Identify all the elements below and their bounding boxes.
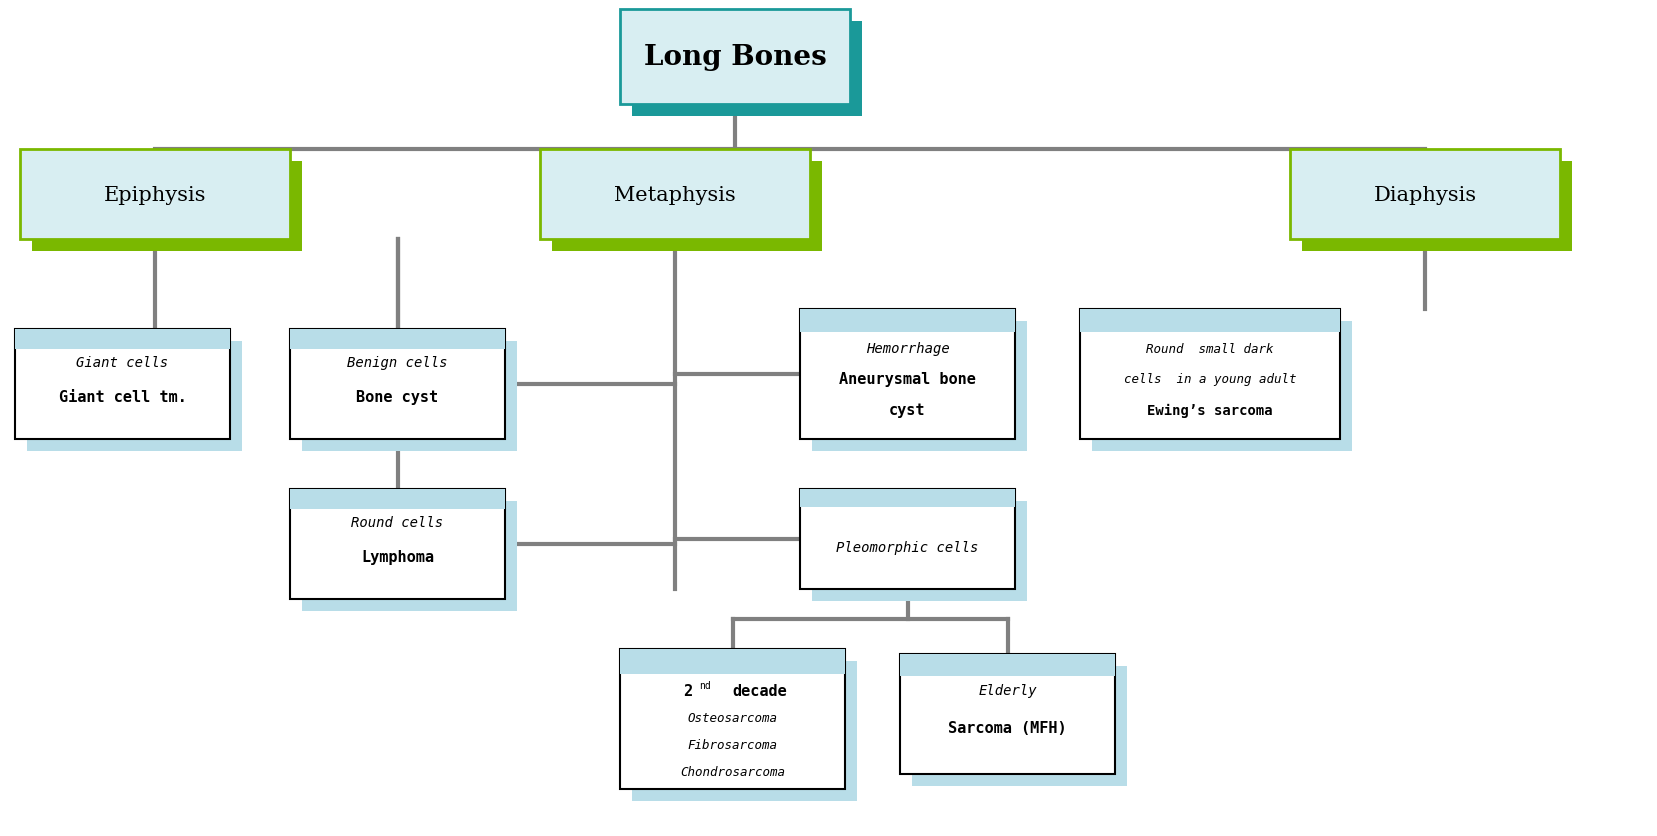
Text: Epiphysis: Epiphysis <box>104 186 205 204</box>
FancyBboxPatch shape <box>900 655 1115 774</box>
FancyBboxPatch shape <box>1080 309 1341 440</box>
Text: cyst: cyst <box>890 403 926 418</box>
FancyBboxPatch shape <box>15 329 230 349</box>
Text: decade: decade <box>732 684 787 699</box>
Text: Osteosarcoma: Osteosarcoma <box>688 711 777 725</box>
FancyBboxPatch shape <box>620 10 850 104</box>
FancyBboxPatch shape <box>1291 150 1559 240</box>
FancyBboxPatch shape <box>1092 322 1352 451</box>
Text: Elderly: Elderly <box>978 683 1037 697</box>
Text: Giant cells: Giant cells <box>76 355 169 370</box>
Text: Chondrosarcoma: Chondrosarcoma <box>679 765 785 778</box>
FancyBboxPatch shape <box>31 162 302 252</box>
FancyBboxPatch shape <box>302 342 517 451</box>
FancyBboxPatch shape <box>552 162 822 252</box>
Text: Fibrosarcoma: Fibrosarcoma <box>688 738 777 752</box>
Text: cells  in a young adult: cells in a young adult <box>1123 373 1296 386</box>
FancyBboxPatch shape <box>800 309 1016 440</box>
FancyBboxPatch shape <box>800 489 1016 507</box>
FancyBboxPatch shape <box>1080 309 1341 333</box>
FancyBboxPatch shape <box>620 650 845 789</box>
Text: Long Bones: Long Bones <box>643 44 827 71</box>
FancyBboxPatch shape <box>800 309 1016 333</box>
FancyBboxPatch shape <box>812 322 1027 451</box>
FancyBboxPatch shape <box>302 502 517 611</box>
FancyBboxPatch shape <box>631 661 857 801</box>
FancyBboxPatch shape <box>15 329 230 440</box>
Text: Lymphoma: Lymphoma <box>361 549 434 564</box>
FancyBboxPatch shape <box>1302 162 1572 252</box>
Text: Giant cell tm.: Giant cell tm. <box>58 390 186 405</box>
Text: Benign cells: Benign cells <box>348 355 447 370</box>
Text: Aneurysmal bone: Aneurysmal bone <box>838 372 976 387</box>
FancyBboxPatch shape <box>290 489 505 509</box>
FancyBboxPatch shape <box>911 666 1127 786</box>
FancyBboxPatch shape <box>20 150 290 240</box>
Text: Diaphysis: Diaphysis <box>1374 186 1476 204</box>
FancyBboxPatch shape <box>631 22 862 117</box>
Text: 2: 2 <box>683 684 693 699</box>
Text: Pleomorphic cells: Pleomorphic cells <box>837 540 979 554</box>
Text: Sarcoma (MFH): Sarcoma (MFH) <box>948 720 1067 735</box>
FancyBboxPatch shape <box>540 150 810 240</box>
FancyBboxPatch shape <box>812 502 1027 601</box>
FancyBboxPatch shape <box>290 329 505 349</box>
FancyBboxPatch shape <box>800 489 1016 589</box>
Text: Round cells: Round cells <box>351 515 444 529</box>
FancyBboxPatch shape <box>620 650 845 675</box>
Text: Hemorrhage: Hemorrhage <box>865 342 949 355</box>
Text: Metaphysis: Metaphysis <box>615 186 736 204</box>
Text: nd: nd <box>699 681 711 691</box>
FancyBboxPatch shape <box>290 329 505 440</box>
FancyBboxPatch shape <box>290 489 505 599</box>
FancyBboxPatch shape <box>900 655 1115 675</box>
Text: Ewing’s sarcoma: Ewing’s sarcoma <box>1147 403 1273 417</box>
Text: Bone cyst: Bone cyst <box>356 390 439 405</box>
FancyBboxPatch shape <box>27 342 242 451</box>
Text: Round  small dark: Round small dark <box>1147 342 1274 355</box>
